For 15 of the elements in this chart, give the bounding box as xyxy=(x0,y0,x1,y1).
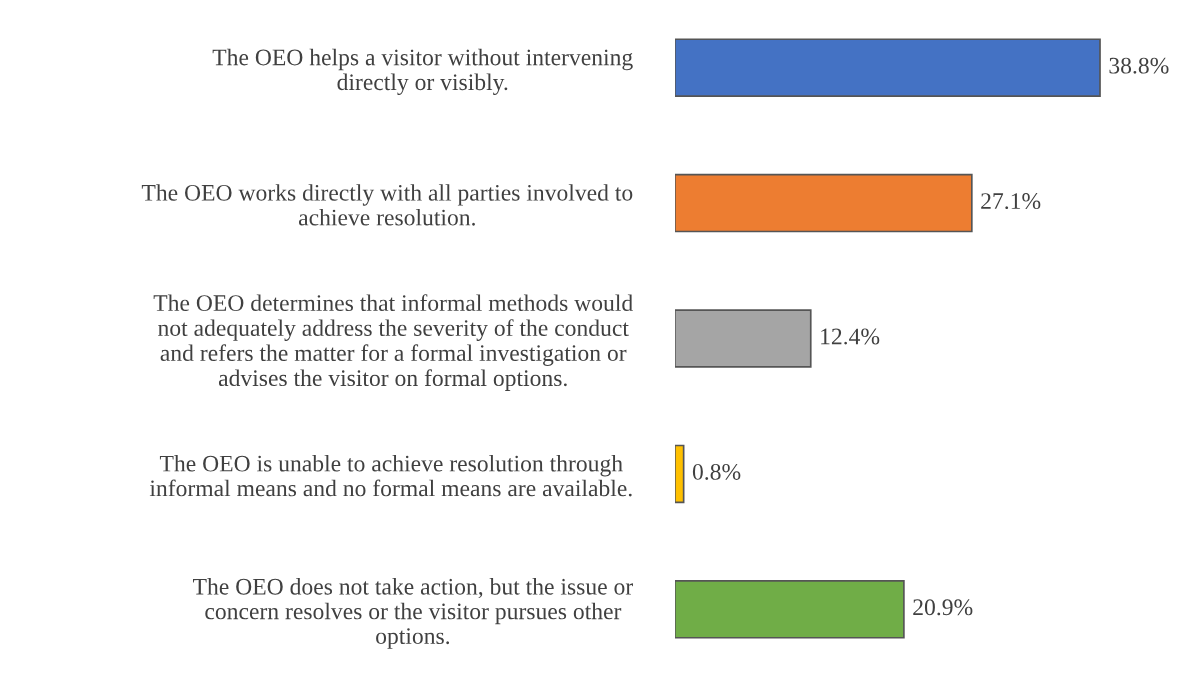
y-tick-label: The OEO determines that informal methods would not adequately address the severity of the conduct and refers the matter for a formal investigation or advises the visitor on formal options. xyxy=(153,294,633,391)
y-tick-label: The OEO works directly with all parties involved to achieve resolution. xyxy=(141,184,633,226)
bar xyxy=(674,309,812,368)
bar xyxy=(674,173,973,233)
data-label: 0.8% xyxy=(692,463,741,480)
data-label: 20.9% xyxy=(913,599,973,616)
data-label: 27.1% xyxy=(981,193,1041,210)
y-tick-label: The OEO does not take action, but the issue or concern resolves or the visitor pursues other options. xyxy=(193,578,633,649)
data-label: 12.4% xyxy=(821,328,880,345)
data-label: 38.8% xyxy=(1109,57,1169,74)
bar xyxy=(674,444,685,504)
y-tick-label: The OEO helps a visitor without intervening directly or visibly. xyxy=(212,48,633,95)
bar xyxy=(674,38,1101,97)
y-tick-label: The OEO is unable to achieve resolution through informal means and no formal means are available. xyxy=(149,454,632,497)
bar xyxy=(674,580,905,639)
